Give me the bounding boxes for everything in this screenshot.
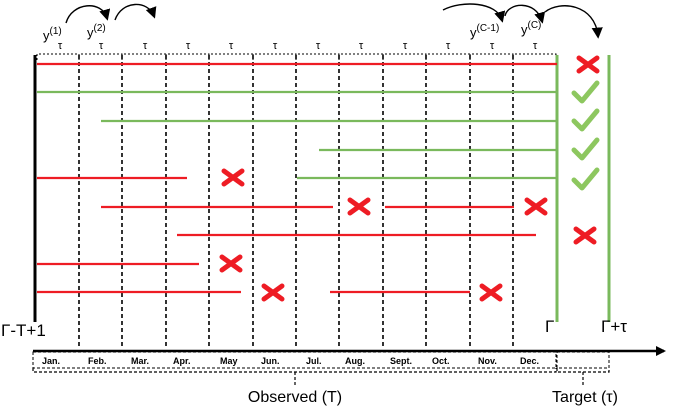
month-label: Apr. bbox=[173, 356, 191, 366]
fail-marks bbox=[219, 55, 600, 302]
month-label: Jul. bbox=[306, 356, 322, 366]
curved-arrow-icon bbox=[114, 3, 157, 21]
tau-label: τ bbox=[446, 40, 451, 52]
red-x-icon bbox=[221, 168, 245, 187]
tau-label: τ bbox=[533, 40, 538, 52]
tau-label: τ bbox=[273, 40, 278, 52]
month-label: Oct. bbox=[432, 356, 450, 366]
month-label: Feb. bbox=[88, 356, 107, 366]
tau-label: τ bbox=[316, 40, 321, 52]
curved-arrow-icon bbox=[544, 5, 603, 39]
curved-arrow-icon bbox=[65, 5, 111, 24]
gamma-label: Γ bbox=[545, 317, 554, 336]
tau-labels: τ τ τ τ τ τ τ τ τ τ τ τ bbox=[58, 40, 538, 52]
month-label: Sept. bbox=[390, 356, 412, 366]
observed-period-label: Observed (T) bbox=[248, 389, 342, 406]
red-x-icon bbox=[573, 226, 597, 245]
month-label: Aug. bbox=[345, 356, 365, 366]
month-label-boxes bbox=[32, 351, 610, 369]
month-label: Jan. bbox=[42, 356, 60, 366]
sample-lines bbox=[37, 62, 557, 294]
month-label: Nov. bbox=[478, 356, 497, 366]
period-brackets bbox=[32, 368, 610, 386]
start-time-label: Γ-T+1 bbox=[1, 321, 46, 340]
tau-brackets bbox=[36, 53, 557, 60]
curved-arrow-icon bbox=[442, 3, 506, 23]
tau-label: τ bbox=[58, 40, 63, 52]
tau-label: τ bbox=[490, 40, 495, 52]
month-dividers bbox=[78, 55, 514, 348]
tau-label: τ bbox=[99, 40, 104, 52]
tau-label: τ bbox=[186, 40, 191, 52]
red-x-icon bbox=[576, 55, 600, 74]
green-check-icon bbox=[571, 167, 600, 191]
y-label-c: y(C) bbox=[521, 20, 541, 37]
y-labels: y(1) y(2) y(C-1) y(C) bbox=[43, 20, 541, 43]
curved-arrow-icon bbox=[504, 4, 546, 24]
shift-arrows bbox=[65, 3, 603, 39]
red-x-icon bbox=[347, 197, 371, 216]
red-x-icon bbox=[524, 197, 548, 216]
tau-label: τ bbox=[229, 40, 234, 52]
success-marks bbox=[571, 80, 600, 191]
y-label-2: y(2) bbox=[87, 23, 106, 40]
y-label-c-minus-1: y(C-1) bbox=[470, 23, 499, 40]
month-labels: Jan. Feb. Mar. Apr. May Jun. Jul. Aug. S… bbox=[42, 356, 539, 366]
month-label: May bbox=[220, 356, 238, 366]
gamma-tau-label: Γ+τ bbox=[601, 317, 627, 336]
month-label: Jun. bbox=[261, 356, 280, 366]
target-period-label: Target (τ) bbox=[552, 389, 618, 406]
red-x-icon bbox=[479, 283, 503, 302]
green-check-icon bbox=[571, 137, 600, 161]
red-x-icon bbox=[219, 254, 243, 273]
green-check-icon bbox=[571, 108, 600, 132]
month-label: Dec. bbox=[520, 356, 539, 366]
y-label-1: y(1) bbox=[43, 26, 62, 43]
green-check-icon bbox=[571, 80, 600, 104]
tau-label: τ bbox=[403, 40, 408, 52]
month-label: Mar. bbox=[131, 356, 149, 366]
tau-label: τ bbox=[143, 40, 148, 52]
red-x-icon bbox=[261, 283, 285, 302]
tau-label: τ bbox=[359, 40, 364, 52]
